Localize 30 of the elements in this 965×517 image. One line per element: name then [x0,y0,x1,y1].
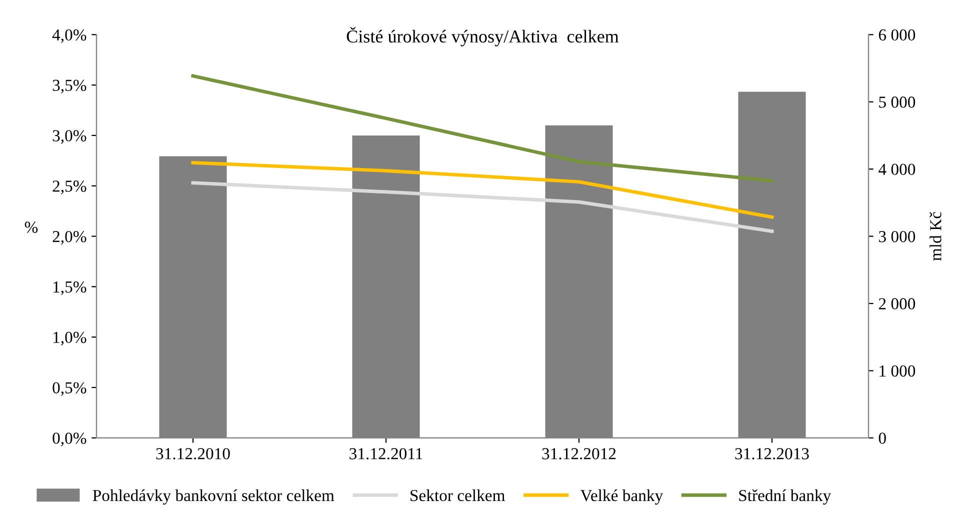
y2-tick-label: 3 000 [879,230,916,242]
legend-label: Sektor celkem [410,489,505,502]
x-tick-label: 31.12.2013 [735,448,809,460]
y2-tick-label: 5 000 [879,96,916,108]
chart-title: Čisté úrokové výnosy/Aktiva celkem [346,26,619,46]
line-series [191,160,774,219]
y-tick-label: 0,5% [52,382,86,396]
y-tick-label: 1,5% [54,281,86,296]
legend-label: Pohledávky bankovní sektor celkem [92,489,334,505]
y2-tick-label: 2 000 [878,298,916,310]
y2-tick-label: 4 000 [878,164,916,176]
y-tick-label: 1,0% [54,332,86,346]
y-tick-label: 2,5% [52,180,86,194]
line-series [191,181,774,233]
y2-tick-label: 1 000 [880,365,916,377]
x-tick-label: 31.12.2012 [542,448,616,460]
y-axis-title: % [24,222,38,233]
x-tick-label: 31.12.2010 [156,448,230,460]
line-series [191,74,774,183]
y2-axis-title: mld Kč [930,212,942,261]
y-tick-label: 2,0% [52,230,86,245]
y-tick-label: 3,5% [52,80,86,94]
y2-tick-label: 0 [878,432,886,444]
y-tick-label: 4,0% [52,29,86,43]
y2-tick-label: 6 000 [878,29,916,41]
y-tick-label: 3,0% [52,130,86,144]
legend-label: Střední banky [739,489,832,505]
x-tick-label: 31.12.2011 [350,448,422,460]
legend-label: Velké banky [580,489,664,505]
y-tick-label: 0,0% [52,432,86,446]
